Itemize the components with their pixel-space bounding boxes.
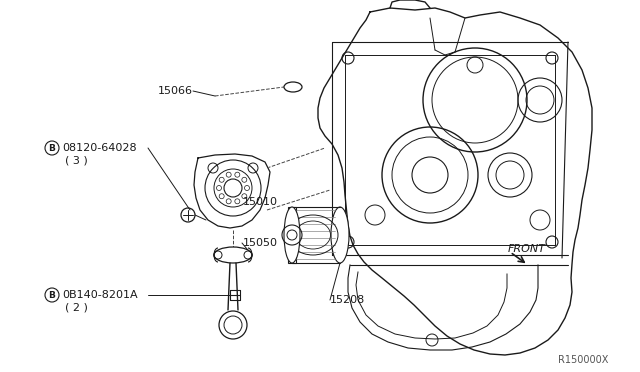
Text: 15010: 15010 xyxy=(243,197,278,207)
Ellipse shape xyxy=(214,247,252,263)
Text: 15050: 15050 xyxy=(243,238,278,248)
Text: 0B140-8201A: 0B140-8201A xyxy=(62,290,138,300)
Polygon shape xyxy=(318,8,592,355)
Text: 08120-64028: 08120-64028 xyxy=(62,143,136,153)
Ellipse shape xyxy=(284,207,300,263)
Text: 15208: 15208 xyxy=(330,295,365,305)
Text: ( 3 ): ( 3 ) xyxy=(65,155,88,165)
Text: 15066: 15066 xyxy=(158,86,193,96)
Polygon shape xyxy=(390,0,430,8)
Text: B: B xyxy=(49,291,56,299)
Ellipse shape xyxy=(284,82,302,92)
Text: B: B xyxy=(49,144,56,153)
Text: ( 2 ): ( 2 ) xyxy=(65,302,88,312)
Bar xyxy=(288,207,296,263)
Text: R150000X: R150000X xyxy=(557,355,608,365)
Polygon shape xyxy=(194,154,270,228)
Ellipse shape xyxy=(331,207,349,263)
Text: FRONT: FRONT xyxy=(508,244,546,254)
Polygon shape xyxy=(348,265,538,350)
